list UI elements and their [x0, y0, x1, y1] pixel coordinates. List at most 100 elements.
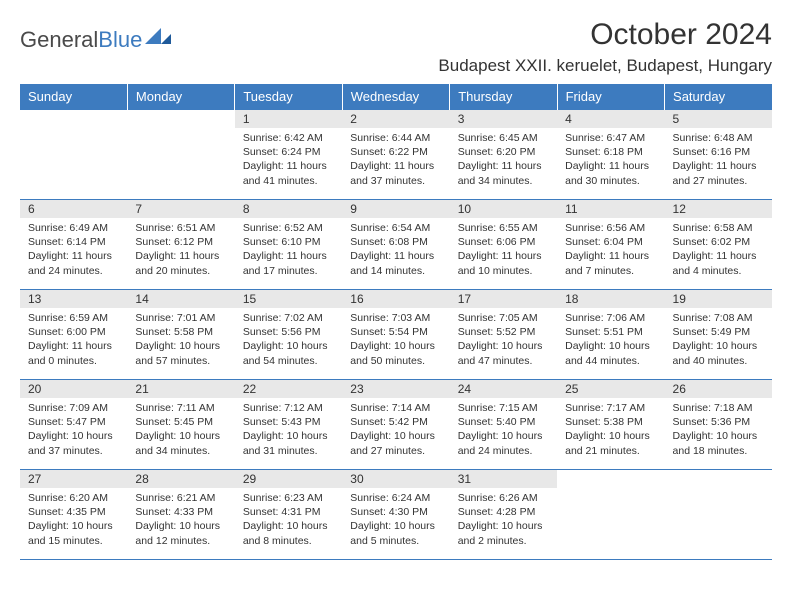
day-number: 11	[557, 200, 664, 218]
day-number: 23	[342, 380, 449, 398]
calendar-cell: 10Sunrise: 6:55 AMSunset: 6:06 PMDayligh…	[450, 200, 557, 290]
day-body: Sunrise: 6:55 AMSunset: 6:06 PMDaylight:…	[450, 218, 557, 282]
col-thursday: Thursday	[450, 84, 557, 110]
sunrise-text: Sunrise: 6:51 AM	[135, 221, 226, 235]
daylight-text: Daylight: 10 hours and 2 minutes.	[458, 519, 549, 547]
calendar-cell: 22Sunrise: 7:12 AMSunset: 5:43 PMDayligh…	[235, 380, 342, 470]
calendar-cell: 16Sunrise: 7:03 AMSunset: 5:54 PMDayligh…	[342, 290, 449, 380]
sunset-text: Sunset: 6:20 PM	[458, 145, 549, 159]
calendar-cell: 14Sunrise: 7:01 AMSunset: 5:58 PMDayligh…	[127, 290, 234, 380]
calendar-cell: 12Sunrise: 6:58 AMSunset: 6:02 PMDayligh…	[665, 200, 772, 290]
day-number: 15	[235, 290, 342, 308]
day-number: 9	[342, 200, 449, 218]
day-number: 24	[450, 380, 557, 398]
day-body: Sunrise: 7:18 AMSunset: 5:36 PMDaylight:…	[665, 398, 772, 462]
calendar-cell: 9Sunrise: 6:54 AMSunset: 6:08 PMDaylight…	[342, 200, 449, 290]
day-body: Sunrise: 6:54 AMSunset: 6:08 PMDaylight:…	[342, 218, 449, 282]
day-body: Sunrise: 6:47 AMSunset: 6:18 PMDaylight:…	[557, 128, 664, 192]
day-body: Sunrise: 7:02 AMSunset: 5:56 PMDaylight:…	[235, 308, 342, 372]
sunrise-text: Sunrise: 7:12 AM	[243, 401, 334, 415]
daylight-text: Daylight: 11 hours and 27 minutes.	[673, 159, 764, 187]
sunrise-text: Sunrise: 7:17 AM	[565, 401, 656, 415]
calendar-row: 6Sunrise: 6:49 AMSunset: 6:14 PMDaylight…	[20, 200, 772, 290]
day-number: 31	[450, 470, 557, 488]
sunrise-text: Sunrise: 7:14 AM	[350, 401, 441, 415]
sunrise-text: Sunrise: 6:23 AM	[243, 491, 334, 505]
sunrise-text: Sunrise: 6:45 AM	[458, 131, 549, 145]
calendar-cell	[557, 470, 664, 560]
daylight-text: Daylight: 11 hours and 41 minutes.	[243, 159, 334, 187]
daylight-text: Daylight: 11 hours and 10 minutes.	[458, 249, 549, 277]
sunrise-text: Sunrise: 7:02 AM	[243, 311, 334, 325]
daylight-text: Daylight: 10 hours and 15 minutes.	[28, 519, 119, 547]
daylight-text: Daylight: 11 hours and 0 minutes.	[28, 339, 119, 367]
sunrise-text: Sunrise: 7:01 AM	[135, 311, 226, 325]
logo-word-blue: Blue	[98, 27, 142, 53]
sunrise-text: Sunrise: 7:06 AM	[565, 311, 656, 325]
daylight-text: Daylight: 11 hours and 7 minutes.	[565, 249, 656, 277]
sunset-text: Sunset: 6:02 PM	[673, 235, 764, 249]
calendar-cell: 6Sunrise: 6:49 AMSunset: 6:14 PMDaylight…	[20, 200, 127, 290]
sunset-text: Sunset: 5:52 PM	[458, 325, 549, 339]
sunset-text: Sunset: 5:51 PM	[565, 325, 656, 339]
daylight-text: Daylight: 10 hours and 27 minutes.	[350, 429, 441, 457]
day-body: Sunrise: 7:05 AMSunset: 5:52 PMDaylight:…	[450, 308, 557, 372]
sunset-text: Sunset: 6:18 PM	[565, 145, 656, 159]
day-body: Sunrise: 7:17 AMSunset: 5:38 PMDaylight:…	[557, 398, 664, 462]
calendar-cell: 27Sunrise: 6:20 AMSunset: 4:35 PMDayligh…	[20, 470, 127, 560]
calendar-cell: 7Sunrise: 6:51 AMSunset: 6:12 PMDaylight…	[127, 200, 234, 290]
sunset-text: Sunset: 4:31 PM	[243, 505, 334, 519]
daylight-text: Daylight: 11 hours and 30 minutes.	[565, 159, 656, 187]
day-number: 10	[450, 200, 557, 218]
sunrise-text: Sunrise: 7:18 AM	[673, 401, 764, 415]
day-body: Sunrise: 7:01 AMSunset: 5:58 PMDaylight:…	[127, 308, 234, 372]
calendar-cell: 20Sunrise: 7:09 AMSunset: 5:47 PMDayligh…	[20, 380, 127, 470]
sunrise-text: Sunrise: 7:09 AM	[28, 401, 119, 415]
col-wednesday: Wednesday	[342, 84, 449, 110]
sunset-text: Sunset: 5:40 PM	[458, 415, 549, 429]
calendar-cell: 4Sunrise: 6:47 AMSunset: 6:18 PMDaylight…	[557, 110, 664, 200]
calendar-cell: 18Sunrise: 7:06 AMSunset: 5:51 PMDayligh…	[557, 290, 664, 380]
day-number: 2	[342, 110, 449, 128]
day-body: Sunrise: 6:45 AMSunset: 6:20 PMDaylight:…	[450, 128, 557, 192]
daylight-text: Daylight: 10 hours and 21 minutes.	[565, 429, 656, 457]
calendar-cell: 1Sunrise: 6:42 AMSunset: 6:24 PMDaylight…	[235, 110, 342, 200]
col-monday: Monday	[127, 84, 234, 110]
day-body: Sunrise: 6:20 AMSunset: 4:35 PMDaylight:…	[20, 488, 127, 552]
calendar-cell: 24Sunrise: 7:15 AMSunset: 5:40 PMDayligh…	[450, 380, 557, 470]
calendar-cell: 30Sunrise: 6:24 AMSunset: 4:30 PMDayligh…	[342, 470, 449, 560]
sunset-text: Sunset: 5:58 PM	[135, 325, 226, 339]
sunrise-text: Sunrise: 6:48 AM	[673, 131, 764, 145]
day-body: Sunrise: 7:03 AMSunset: 5:54 PMDaylight:…	[342, 308, 449, 372]
day-number: 7	[127, 200, 234, 218]
sunrise-text: Sunrise: 6:42 AM	[243, 131, 334, 145]
sunset-text: Sunset: 4:35 PM	[28, 505, 119, 519]
day-number: 26	[665, 380, 772, 398]
day-body: Sunrise: 7:14 AMSunset: 5:42 PMDaylight:…	[342, 398, 449, 462]
day-number: 25	[557, 380, 664, 398]
sunrise-text: Sunrise: 6:26 AM	[458, 491, 549, 505]
day-body: Sunrise: 6:58 AMSunset: 6:02 PMDaylight:…	[665, 218, 772, 282]
day-body: Sunrise: 7:12 AMSunset: 5:43 PMDaylight:…	[235, 398, 342, 462]
sunrise-text: Sunrise: 7:11 AM	[135, 401, 226, 415]
sunrise-text: Sunrise: 6:56 AM	[565, 221, 656, 235]
daylight-text: Daylight: 10 hours and 50 minutes.	[350, 339, 441, 367]
sunrise-text: Sunrise: 7:05 AM	[458, 311, 549, 325]
calendar-cell: 31Sunrise: 6:26 AMSunset: 4:28 PMDayligh…	[450, 470, 557, 560]
day-number: 8	[235, 200, 342, 218]
sunrise-text: Sunrise: 6:58 AM	[673, 221, 764, 235]
title-block: October 2024 Budapest XXII. keruelet, Bu…	[438, 18, 772, 76]
sunrise-text: Sunrise: 6:49 AM	[28, 221, 119, 235]
daylight-text: Daylight: 10 hours and 47 minutes.	[458, 339, 549, 367]
day-number: 3	[450, 110, 557, 128]
sunset-text: Sunset: 6:08 PM	[350, 235, 441, 249]
col-saturday: Saturday	[665, 84, 772, 110]
calendar-row: 20Sunrise: 7:09 AMSunset: 5:47 PMDayligh…	[20, 380, 772, 470]
calendar-cell: 11Sunrise: 6:56 AMSunset: 6:04 PMDayligh…	[557, 200, 664, 290]
calendar-row: 13Sunrise: 6:59 AMSunset: 6:00 PMDayligh…	[20, 290, 772, 380]
calendar-cell: 19Sunrise: 7:08 AMSunset: 5:49 PMDayligh…	[665, 290, 772, 380]
sunset-text: Sunset: 6:06 PM	[458, 235, 549, 249]
sunrise-text: Sunrise: 6:20 AM	[28, 491, 119, 505]
calendar-cell: 17Sunrise: 7:05 AMSunset: 5:52 PMDayligh…	[450, 290, 557, 380]
sunrise-text: Sunrise: 6:55 AM	[458, 221, 549, 235]
